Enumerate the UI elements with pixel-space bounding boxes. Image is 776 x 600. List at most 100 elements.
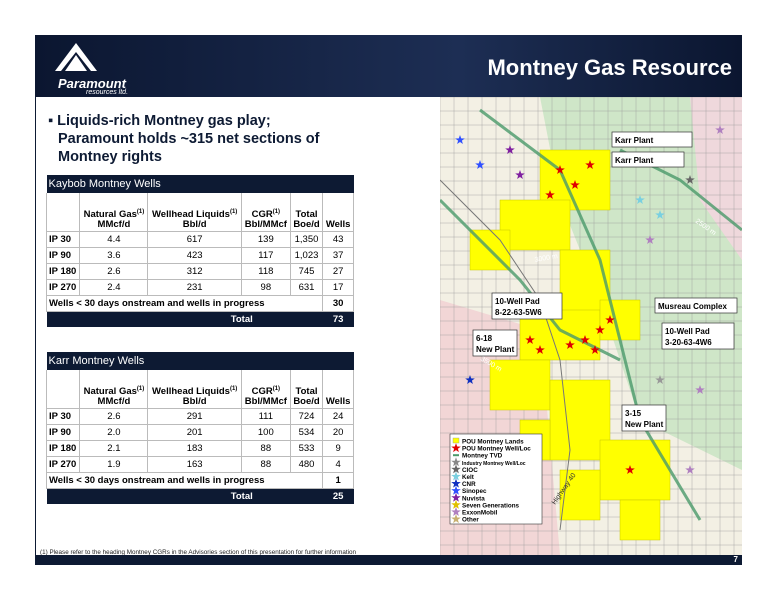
title-row: Karr Montney Wells — [46, 352, 354, 370]
well-star — [655, 210, 665, 219]
data-table: Karr Montney Wells Natural Gas(1) MMcf/d We… — [45, 352, 354, 504]
well-star — [645, 235, 655, 244]
cell: 111 — [240, 408, 291, 425]
header-label: CGR — [251, 386, 273, 397]
data-row: IP 270 1.9 163 88 480 4 — [45, 456, 354, 473]
well-star — [455, 135, 465, 144]
cell: 183 — [147, 440, 242, 457]
row-label: IP 90 — [45, 247, 81, 264]
header-row: Natural Gas(1) MMcf/d Wellhead Liquids(1) B… — [45, 370, 354, 409]
legend-swatch — [451, 507, 461, 516]
row-label: IP 180 — [45, 263, 81, 280]
header-label: Wells — [325, 219, 351, 230]
column-header: CGR(1) Bbl/MMcf — [240, 193, 291, 232]
column-header — [45, 370, 81, 409]
well-star — [515, 170, 525, 179]
cell: 631 — [289, 279, 324, 296]
cell: 27 — [322, 263, 354, 280]
row-label: IP 270 — [45, 456, 81, 473]
legend-text: Industry Montney Well/Loc — [462, 461, 526, 467]
pou-lands — [599, 299, 641, 341]
total-value: 73 — [322, 311, 354, 327]
column-header: Natural Gas(1) MMcf/d — [79, 193, 149, 232]
contour — [479, 108, 702, 521]
note-label: Wells < 30 days onstream and wells in pr… — [45, 472, 324, 489]
cell: 9 — [322, 440, 354, 457]
callout-text: New Plant — [476, 345, 515, 354]
header-band — [35, 35, 742, 97]
well-star — [585, 160, 595, 169]
cell: 43 — [322, 231, 354, 248]
header-label: Wellhead Liquids — [152, 209, 230, 220]
data-row: IP 30 2.6 291 111 724 24 — [45, 408, 354, 425]
bullet-text: Liquids-rich Montney gas play; Paramount… — [57, 113, 320, 165]
header-sup: (1) — [136, 208, 145, 215]
data-table: Kaybob Montney Wells Natural Gas(1) MMcf/d… — [45, 175, 354, 327]
page-number: 7 — [733, 555, 738, 564]
data-row: IP 180 2.6 312 118 745 27 — [45, 263, 354, 280]
column-header: Wellhead Liquids(1) Bbl/d — [147, 193, 242, 232]
column-header: Wells — [322, 370, 354, 409]
header-label: Natural Gas — [83, 209, 137, 220]
header-row: Natural Gas(1) MMcf/d Wellhead Liquids(1) B… — [45, 193, 354, 232]
note-row: Wells < 30 days onstream and wells in pr… — [45, 472, 354, 489]
callout-box — [621, 404, 667, 432]
legend-box — [449, 433, 543, 525]
callout-text: Karr Plant — [615, 156, 654, 165]
cell: 231 — [147, 279, 242, 296]
legend-swatch — [452, 437, 460, 444]
header-unit: Boe/d — [293, 219, 320, 230]
title-row: Kaybob Montney Wells — [46, 175, 354, 193]
table-wrap: Karr Montney Wells Natural Gas(1) MMcf/d We… — [45, 352, 354, 504]
header-unit: MMcf/d — [97, 396, 131, 407]
callout-box — [611, 151, 685, 168]
data-row: IP 90 2.0 201 100 534 20 — [45, 424, 354, 441]
data-row: IP 30 4.4 617 139 1,350 43 — [45, 231, 354, 248]
header-label: Wells — [325, 396, 351, 407]
callout-text: 8-22-63-5W6 — [495, 308, 542, 317]
footnote: (1) Please refer to the heading Montney … — [40, 549, 357, 556]
cell: 2.6 — [79, 263, 149, 280]
contour-label: 3000 m — [534, 253, 558, 264]
legend-swatch — [451, 464, 461, 474]
cell: 139 — [240, 231, 291, 248]
legend-swatch — [451, 443, 461, 453]
column-header: Total Boe/d — [289, 193, 324, 232]
cell: 4.4 — [79, 231, 149, 248]
cell: 423 — [147, 247, 242, 264]
callout-box — [491, 292, 563, 320]
legend-swatch — [451, 478, 461, 488]
cell: 201 — [147, 424, 242, 441]
footer-band — [35, 555, 742, 565]
cell: 1,023 — [289, 247, 324, 264]
total-row: Total 25 — [46, 488, 354, 504]
legend-text: Other — [462, 517, 479, 524]
pou-lands — [559, 469, 601, 521]
cell: 312 — [147, 263, 242, 280]
column-header — [45, 193, 81, 232]
well-star — [635, 195, 645, 204]
callout-text: 10-Well Pad — [495, 297, 540, 306]
slide-title: Montney Gas Resource — [487, 55, 732, 80]
legend-swatch — [451, 471, 461, 481]
cell: 1,350 — [289, 231, 324, 248]
well-star — [715, 125, 725, 134]
legend-text: POU Montney Lands — [462, 439, 524, 446]
well-star — [685, 465, 695, 474]
well-star — [525, 335, 535, 344]
legend-text: Nuvista — [462, 495, 485, 502]
legend-text: Seven Generations — [462, 502, 520, 509]
cell: 100 — [240, 424, 291, 441]
well-star — [685, 175, 695, 184]
well-star — [535, 345, 545, 354]
callout-text: 6-18 — [476, 334, 493, 343]
table-title: Kaybob Montney Wells — [46, 175, 354, 193]
legend-swatch — [451, 485, 461, 495]
header-label: CGR — [251, 209, 273, 220]
well-star — [695, 385, 705, 394]
cell: 118 — [240, 263, 291, 280]
row-label: IP 30 — [45, 231, 81, 248]
logo-name: Paramount — [58, 76, 126, 91]
cell: 3.6 — [79, 247, 149, 264]
